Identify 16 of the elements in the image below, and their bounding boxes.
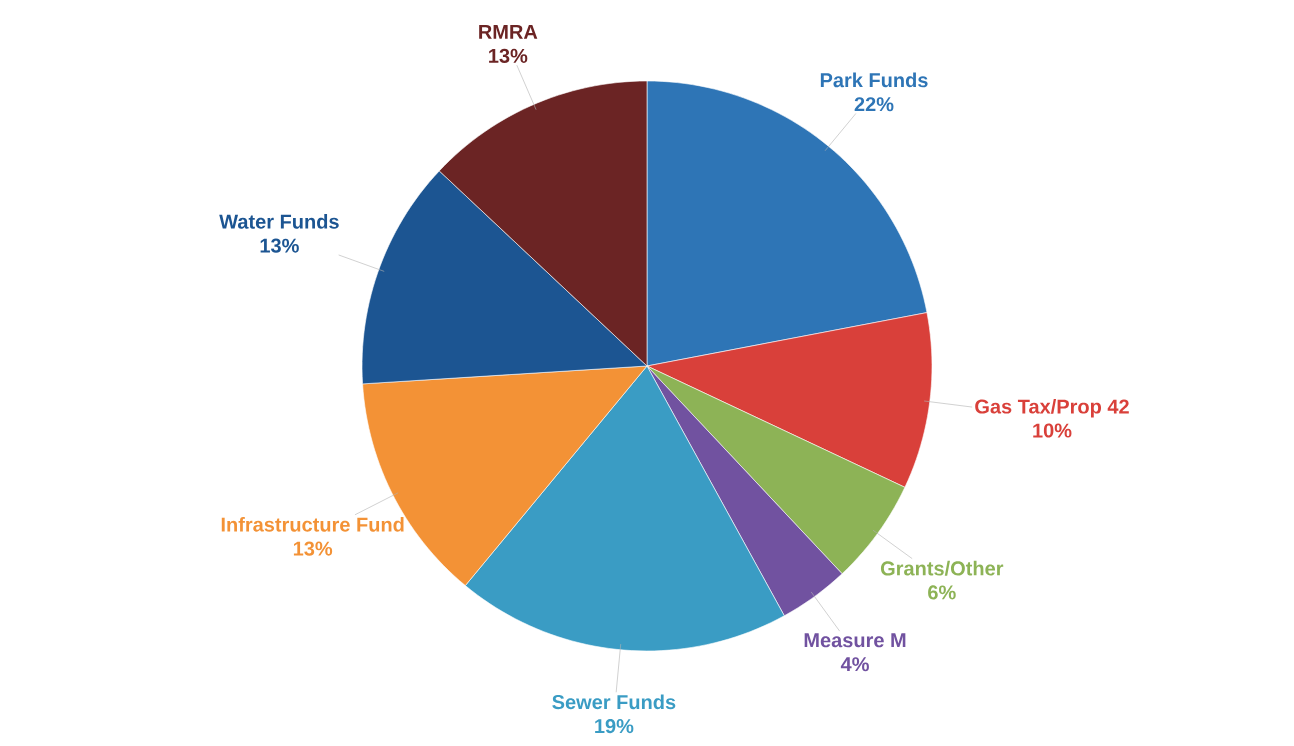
slice-label: Park Funds <box>820 72 928 88</box>
data-label: 22% <box>854 97 894 112</box>
slice-label: RMRA <box>479 25 538 39</box>
slice-label: Water Funds <box>219 214 339 229</box>
slice-label: Infrastructure Fund <box>221 516 404 532</box>
data-label: 6% <box>928 585 956 600</box>
data-label: 13% <box>260 238 299 253</box>
slice-label: Gas Tax/Prop 42 <box>975 398 1129 418</box>
data-label: 4% <box>840 657 869 672</box>
data-label: 10% <box>1033 423 1072 438</box>
slice-label: Grants/Other <box>880 560 1004 576</box>
slice-label: Measure M <box>804 633 906 648</box>
data-label: 13% <box>489 48 528 63</box>
data-label: 13% <box>293 541 333 556</box>
data-label: 19% <box>595 719 634 734</box>
slice-label: Sewer Funds <box>552 694 676 710</box>
